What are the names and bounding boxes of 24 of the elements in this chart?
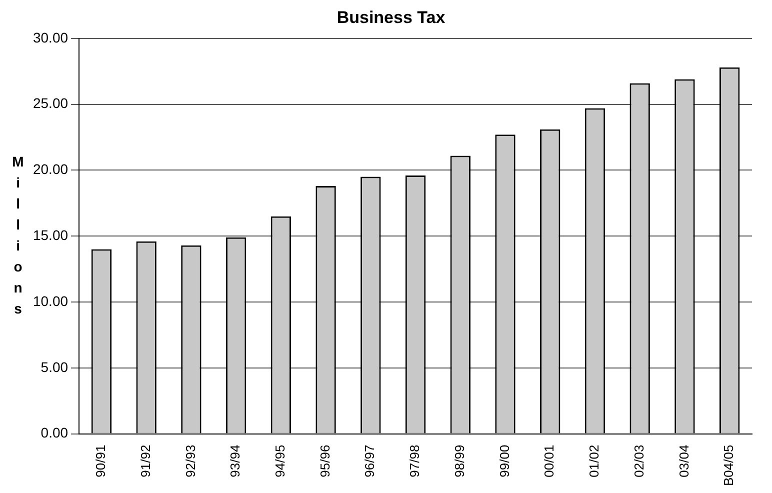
- y-axis-title: Millions: [12, 153, 24, 316]
- x-tick-label: 93/94: [228, 444, 243, 478]
- x-tick-label: 99/00: [496, 444, 512, 478]
- x-tick-label: 97/98: [407, 444, 422, 478]
- x-tick-label: 98/99: [452, 444, 467, 478]
- y-tick-label: 0.00: [40, 424, 68, 441]
- y-tick-label: 15.00: [32, 226, 68, 243]
- x-tick-label: 03/04: [676, 444, 692, 478]
- x-tick-label: 90/91: [93, 444, 108, 478]
- y-tick-label: 10.00: [32, 292, 68, 309]
- x-tick-label: 92/93: [182, 444, 198, 478]
- y-tick-label: 5.00: [40, 358, 68, 375]
- x-tick-label: 91/92: [138, 444, 153, 478]
- x-tick-label: B04/05: [721, 444, 736, 486]
- y-tick-label: 25.00: [32, 95, 68, 112]
- x-tick-label: 95/96: [317, 444, 332, 478]
- x-tick-label: 96/97: [362, 444, 378, 478]
- x-tick-label: 02/03: [631, 444, 646, 478]
- y-tick-label: 20.00: [32, 161, 68, 178]
- y-tick-label: 30.00: [32, 29, 68, 46]
- x-tick-label: 00/01: [542, 444, 557, 478]
- chart-title: Business Tax: [336, 8, 446, 27]
- x-tick-label: 94/95: [272, 444, 288, 478]
- x-tick-label: 01/02: [586, 444, 602, 478]
